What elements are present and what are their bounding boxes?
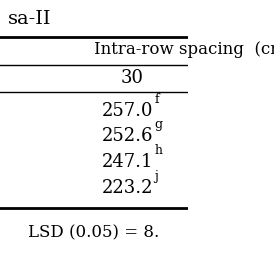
Text: 247.1: 247.1 — [102, 153, 154, 171]
Text: g: g — [154, 118, 162, 131]
Text: sa-II: sa-II — [7, 10, 51, 28]
Text: Intra-row spacing  (cm: Intra-row spacing (cm — [94, 41, 274, 58]
Text: 223.2: 223.2 — [102, 179, 154, 197]
Text: j: j — [154, 170, 158, 183]
Text: f: f — [154, 93, 159, 106]
Text: LSD (0.05) = 8.: LSD (0.05) = 8. — [28, 224, 160, 241]
Text: h: h — [154, 144, 162, 157]
Text: 257.0: 257.0 — [102, 102, 154, 120]
Text: 30: 30 — [120, 69, 143, 87]
Text: 252.6: 252.6 — [102, 127, 154, 145]
